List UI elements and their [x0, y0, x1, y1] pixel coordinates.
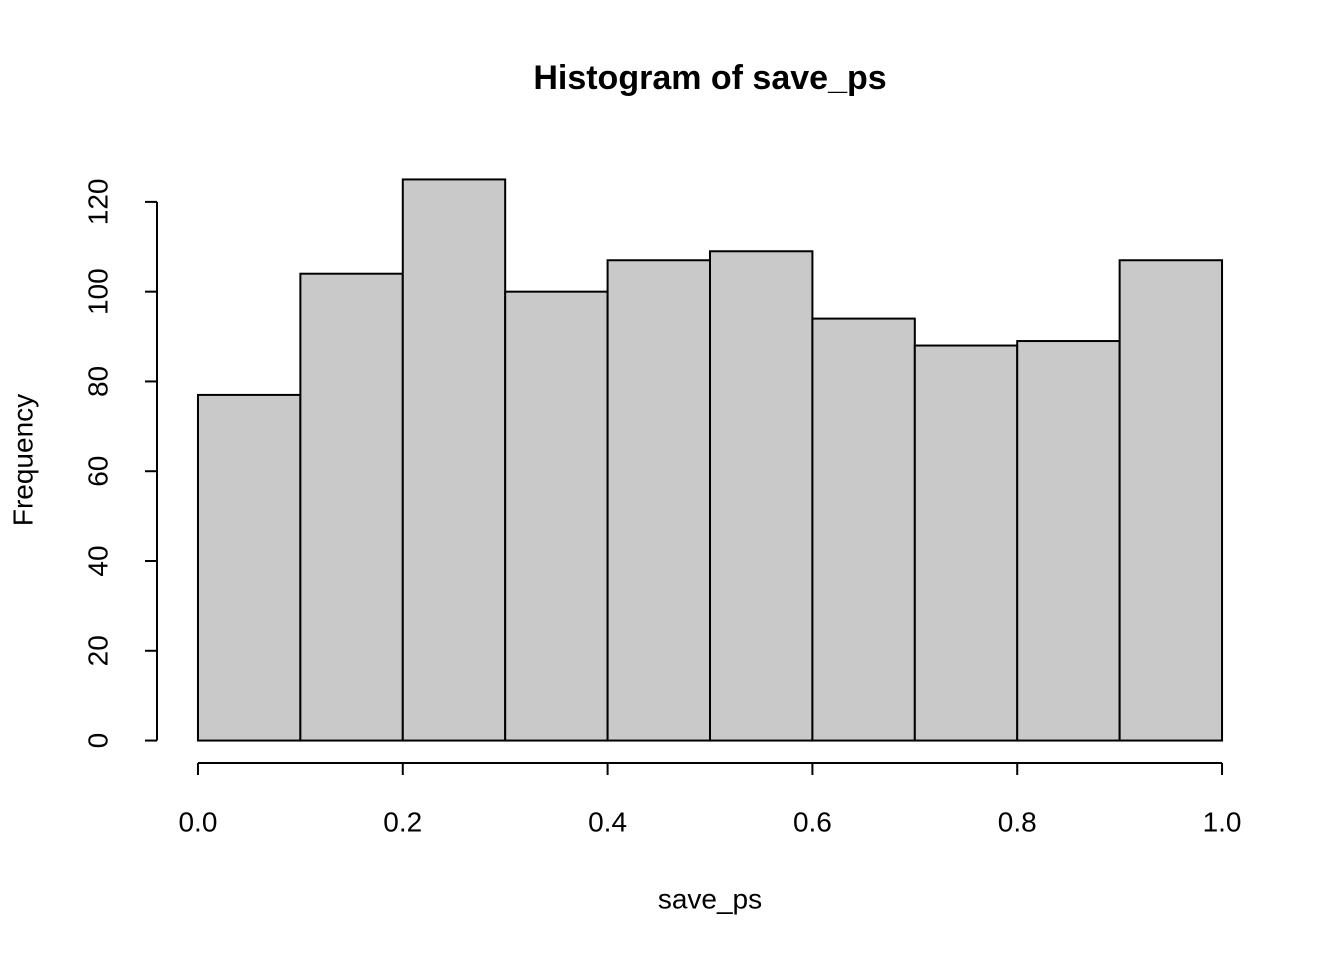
- x-tick-label: 0.2: [383, 806, 422, 837]
- bar: [811, 317, 916, 742]
- y-tick-label: 120: [82, 179, 113, 226]
- bar: [504, 290, 609, 742]
- bar: [299, 272, 404, 742]
- y-axis-label: Frequency: [7, 394, 38, 526]
- bar: [401, 178, 507, 742]
- x-tick-label: 0.8: [998, 806, 1037, 837]
- x-tick-label: 1.0: [1203, 806, 1242, 837]
- bar: [606, 259, 711, 742]
- y-tick-label: 20: [82, 635, 113, 666]
- chart-title: Histogram of save_ps: [533, 59, 886, 97]
- y-tick-label: 0: [82, 733, 113, 749]
- x-tick-label: 0.6: [793, 806, 832, 837]
- x-tick-label: 0.0: [178, 806, 217, 837]
- bar: [913, 344, 1019, 742]
- bar: [1016, 340, 1121, 742]
- bar: [196, 393, 302, 742]
- bar: [709, 250, 814, 742]
- bar: [1118, 259, 1224, 742]
- y-tick-label: 60: [82, 456, 113, 487]
- x-axis-label: save_ps: [658, 883, 762, 914]
- y-tick-label: 40: [82, 545, 113, 576]
- y-tick-label: 80: [82, 366, 113, 397]
- x-tick-label: 0.4: [588, 806, 627, 837]
- y-tick-label: 100: [82, 268, 113, 315]
